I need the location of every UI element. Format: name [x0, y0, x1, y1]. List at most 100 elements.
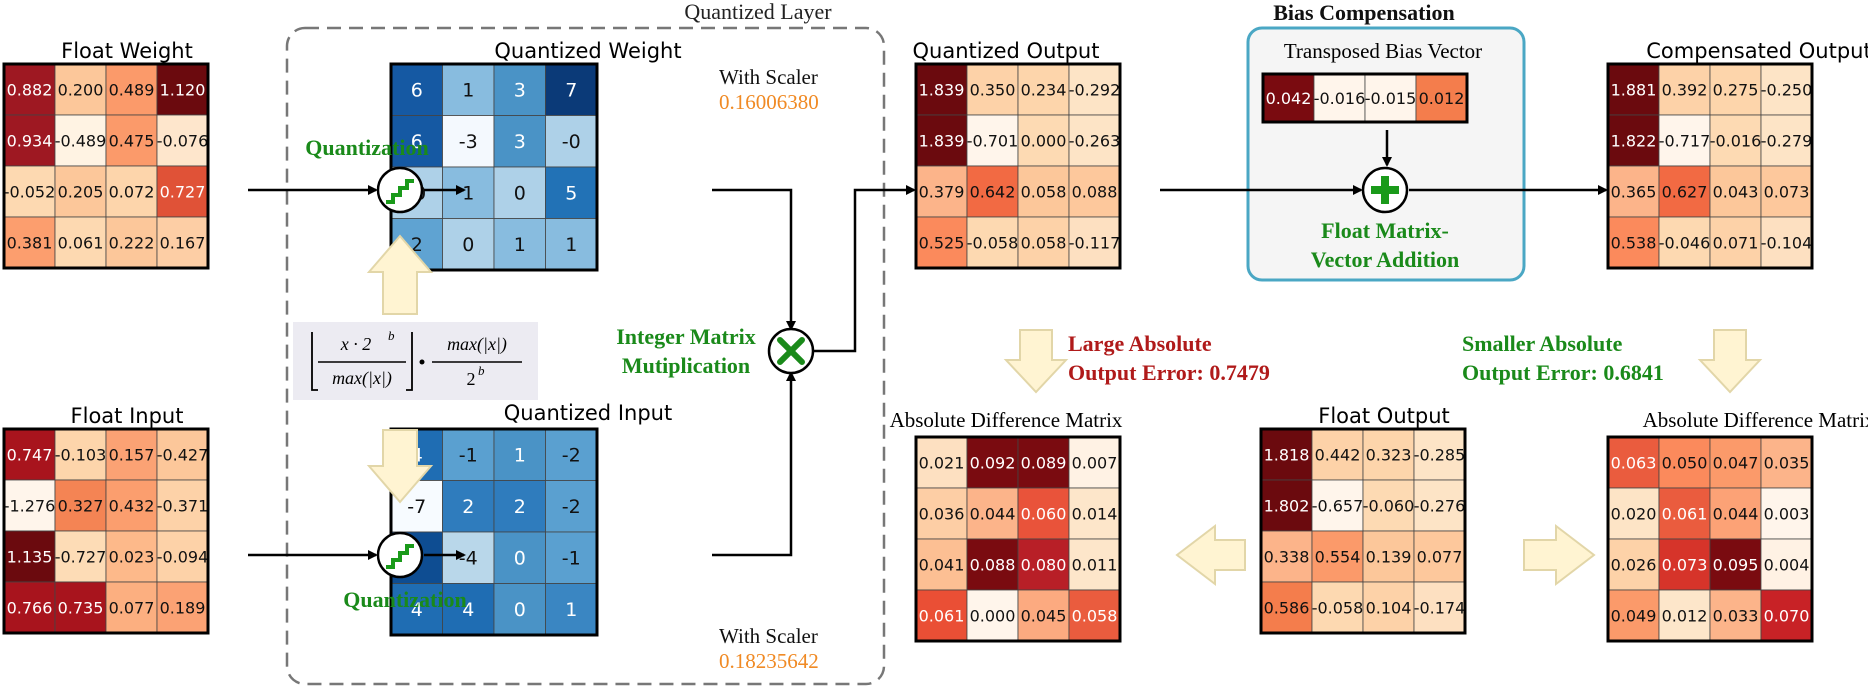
matrix-cell — [545, 218, 598, 271]
weight-scaler-label: With Scaler — [719, 65, 818, 89]
matrix-cell-value: 0.234 — [1021, 80, 1067, 99]
abs-diff-large-matrix: 0.021 0.092 0.089 0.007 0.036 0.044 0.060 0.014… — [914, 435, 1122, 643]
hollow-arrow-right — [1523, 523, 1596, 587]
matrix-cell — [54, 114, 107, 167]
hollow-arrow-left — [1175, 523, 1246, 587]
matrix-cell — [156, 530, 209, 583]
matrix-cell-value: 6 — [411, 131, 423, 153]
matrix-cell-value: -0.060 — [1363, 496, 1415, 515]
matrix-cell-value: -2 — [562, 496, 581, 518]
matrix-cell — [1413, 530, 1466, 583]
matrix-cell-value: 0.049 — [1611, 606, 1657, 625]
float-input-title: Float Input — [71, 404, 184, 428]
matrix-cell-value: 0 — [514, 183, 526, 205]
matrix-cell-value: 0.392 — [1662, 80, 1708, 99]
matrix-cell-value: 3 — [514, 131, 526, 153]
matrix-cell — [915, 538, 968, 591]
matrix-cell-value: 0.735 — [58, 598, 104, 617]
matrix-cell — [156, 428, 209, 481]
matrix-cell — [1017, 63, 1070, 116]
matrix-cell-value: 0.222 — [109, 233, 155, 252]
matrix-cell-value: -0.103 — [55, 445, 107, 464]
matrix-cell-value: 0.489 — [109, 80, 155, 99]
hollow-arrow-down-left-result — [1003, 329, 1069, 394]
matrix-cell-value: 1.818 — [1264, 445, 1310, 464]
matrix-cell-value: -0.117 — [1069, 233, 1121, 252]
matrix-cell — [545, 166, 598, 219]
matrix-cell-value: 0.036 — [919, 504, 965, 523]
matrix-cell — [156, 165, 209, 218]
matrix-cell-value: 0.035 — [1764, 453, 1810, 472]
hollow-arrows — [366, 234, 1763, 587]
matrix-cell-value: -0.052 — [4, 182, 56, 201]
matrix-border — [1261, 72, 1469, 124]
matrix-cell-value: 1.120 — [160, 80, 206, 99]
matrix-cell-value: 0.026 — [1611, 555, 1657, 574]
connectors — [248, 130, 1608, 560]
matrix-cell-value: 0.089 — [1021, 453, 1067, 472]
matrix-cell-value: 0.063 — [1611, 453, 1657, 472]
matrix-cell — [442, 583, 495, 636]
matrix-cell — [105, 165, 158, 218]
matrix-cell — [493, 218, 546, 271]
matrix-cell-value: -0.727 — [55, 547, 107, 566]
matrix-cell — [1760, 114, 1813, 167]
matrix-cell — [105, 530, 158, 583]
matrix-cell — [1760, 436, 1813, 489]
matrix-cell-value: 0.627 — [1662, 182, 1708, 201]
matrix-border — [2, 427, 210, 635]
matrix-cell-value: -0.016 — [1710, 131, 1762, 150]
matrix-cell-value: 0.060 — [1021, 504, 1067, 523]
matrix-border — [1606, 435, 1814, 643]
matrix-cell-value: -0.285 — [1414, 445, 1466, 464]
matrix-cell — [966, 114, 1019, 167]
matrix-cell-value: 1.822 — [1611, 131, 1657, 150]
matrix-border — [2, 62, 210, 270]
matrix-cell-value: -0.276 — [1414, 496, 1466, 515]
matrix-cell — [545, 531, 598, 584]
matrix-cell — [3, 581, 56, 634]
float-add-label-2: Vector Addition — [1311, 247, 1460, 272]
matrix-cell-value: 0.882 — [7, 80, 53, 99]
matrix-cell-value: -0.489 — [55, 131, 107, 150]
matrix-cell — [1658, 165, 1711, 218]
matrix-cell-value: 1.839 — [919, 80, 965, 99]
matrix-cell — [1311, 479, 1364, 532]
matrix-cell-value: 0.586 — [1264, 598, 1310, 617]
matrix-cell — [3, 165, 56, 218]
matrix-cell — [915, 165, 968, 218]
matrix-cell-value: 0.004 — [1764, 555, 1810, 574]
matrix-cell — [156, 479, 209, 532]
matrix-border — [914, 62, 1122, 270]
matrix-cell-value: 3 — [514, 80, 526, 102]
matrix-cell — [156, 63, 209, 116]
matrix-cell — [1658, 63, 1711, 116]
matrix-border — [1606, 62, 1814, 270]
matrix-cell — [1068, 63, 1121, 116]
matrix-cell-value: 0.432 — [109, 496, 155, 515]
matrix-cell-value: 0.350 — [970, 80, 1016, 99]
matrix-cell — [1017, 216, 1070, 269]
matrix-cell-value: 1 — [462, 80, 474, 102]
matrix-cell — [442, 218, 495, 271]
matrix-cell-value: 0.061 — [919, 606, 965, 625]
matrix-cell-value: 1.135 — [7, 547, 53, 566]
matrix-cell-value: 0.044 — [970, 504, 1016, 523]
matrix-cell — [966, 216, 1019, 269]
matrix-cell — [1607, 436, 1660, 489]
matrix-cell — [156, 581, 209, 634]
matrix-cell — [3, 530, 56, 583]
formula-right-denominator-exp: b — [478, 363, 485, 378]
bias-vector-matrix: 0.042 -0.016 -0.015 0.012 — [1261, 72, 1469, 124]
matrix-cell-value: -0.427 — [157, 445, 209, 464]
matrix-cell-value: 0.727 — [160, 182, 206, 201]
input-scaler-value: 0.18235642 — [719, 649, 819, 673]
matrix-cell-value: 0.047 — [1713, 453, 1759, 472]
matrix-cell-value: 0.275 — [1713, 80, 1759, 99]
matrix-cell-value: 1.881 — [1611, 80, 1657, 99]
matrix-cell — [1068, 114, 1121, 167]
matrix-cell — [1658, 216, 1711, 269]
